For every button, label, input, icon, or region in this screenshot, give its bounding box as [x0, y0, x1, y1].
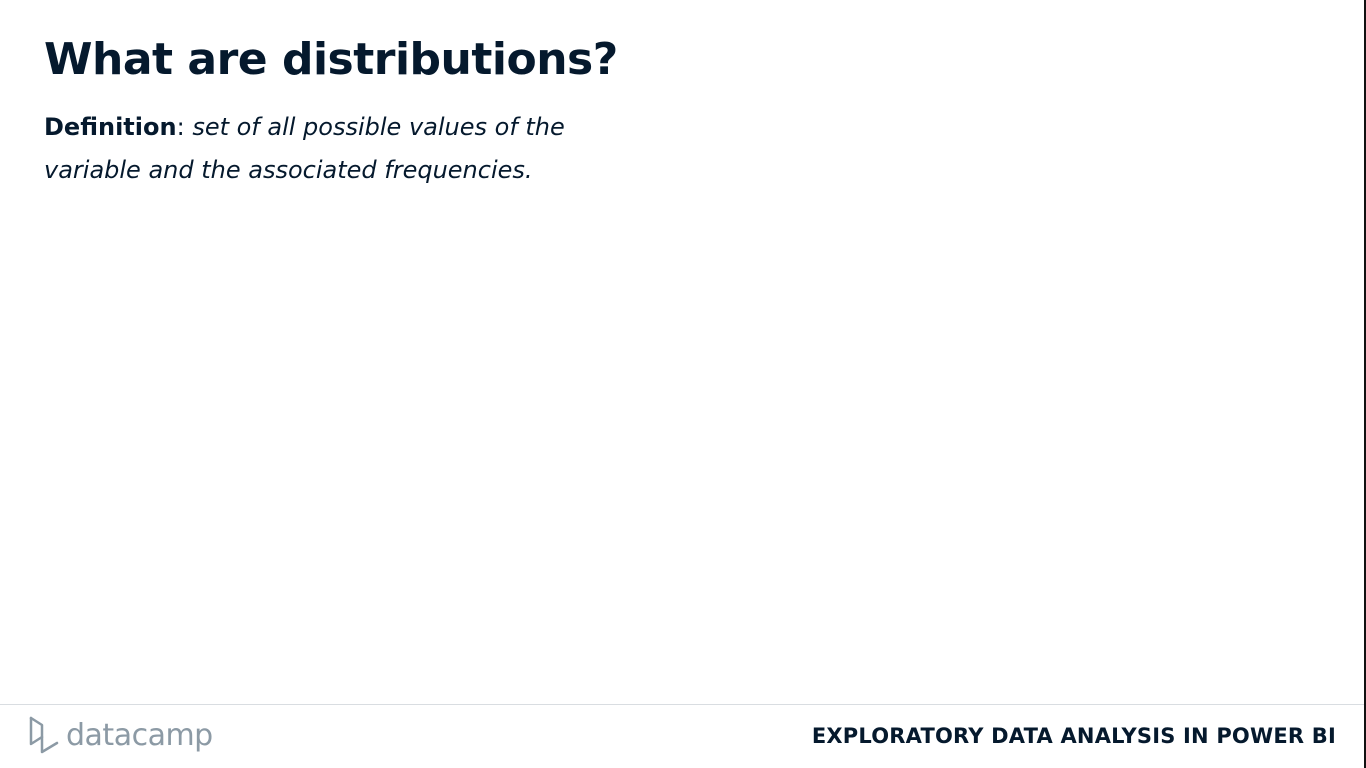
course-name: EXPLORATORY DATA ANALYSIS IN POWER BI — [811, 724, 1336, 748]
logo-text: datacamp — [66, 718, 213, 753]
definition-paragraph: Definition: set of all possible values o… — [44, 106, 644, 192]
datacamp-logo: datacamp — [28, 714, 213, 758]
definition-text: set of all possible values of the variab… — [44, 113, 565, 184]
footer-divider — [0, 704, 1364, 705]
slide-title: What are distributions? — [44, 34, 618, 85]
definition-term: Definition — [44, 113, 177, 141]
datacamp-logo-icon — [29, 716, 59, 754]
definition-separator: : — [176, 113, 185, 141]
window-edge — [1364, 0, 1366, 768]
